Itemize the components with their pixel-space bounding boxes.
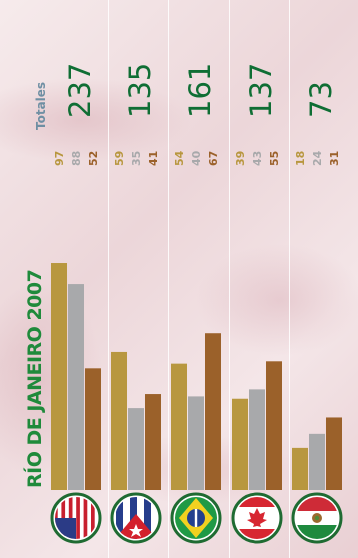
total-label: 137 <box>244 63 278 118</box>
total-label: 135 <box>123 63 157 118</box>
bar-silver <box>249 389 265 490</box>
flag-band <box>194 509 198 527</box>
bar-gold <box>171 363 187 490</box>
lane-divider <box>289 0 290 558</box>
flag-face <box>296 497 338 539</box>
medal-count-label: 35 <box>130 151 143 166</box>
cuba-flag <box>110 492 162 544</box>
flag-stripe <box>116 497 123 539</box>
medal-count-label: 67 <box>207 151 220 166</box>
bar-silver <box>188 396 204 490</box>
medal-count-label: 52 <box>87 151 100 166</box>
medal-count-label: 59 <box>113 151 126 166</box>
medal-count-label: 88 <box>70 151 83 166</box>
lane-divider <box>168 0 169 558</box>
bar-gold <box>292 447 308 490</box>
flag-face <box>175 497 217 539</box>
flag-stripe <box>144 497 151 539</box>
bar-bronze <box>266 361 282 490</box>
us-flag <box>50 492 102 544</box>
bar-gold <box>51 263 67 490</box>
medal-count-label: 31 <box>328 151 341 166</box>
brazil-flag <box>170 492 222 544</box>
flag-star <box>129 524 143 537</box>
medal-count-label: 43 <box>251 151 264 166</box>
medal-count-label: 97 <box>53 151 66 166</box>
medal-count-label: 18 <box>294 151 307 166</box>
total-label: 237 <box>63 63 97 118</box>
medal-count-label: 41 <box>147 151 160 166</box>
flag-face <box>236 497 278 539</box>
flag-stripe <box>83 497 88 539</box>
bar-bronze <box>145 394 161 490</box>
bar-bronze <box>326 417 342 490</box>
flag-emblem-detail <box>314 515 320 521</box>
medal-count-label: 39 <box>234 151 247 166</box>
flag-stripe <box>76 497 80 539</box>
total-label: 161 <box>183 63 217 118</box>
flag-bar <box>236 529 278 539</box>
lane-divider <box>108 0 109 558</box>
flag-band <box>296 497 338 511</box>
flag-stripe <box>91 497 95 539</box>
bar-silver <box>68 284 84 490</box>
bar-silver <box>128 408 144 490</box>
flag-leaf <box>247 508 267 527</box>
medal-count-label: 40 <box>190 150 203 166</box>
bar-gold <box>111 351 127 490</box>
lane-divider <box>229 0 230 558</box>
medal-count-label: 24 <box>311 150 324 166</box>
flag-band <box>296 525 338 539</box>
bar-gold <box>232 398 248 490</box>
mexico-flag <box>291 492 343 544</box>
medal-count-label: 54 <box>173 150 186 166</box>
canada-flag <box>231 492 283 544</box>
flag-face <box>115 497 157 539</box>
total-label: 73 <box>304 81 338 118</box>
bar-bronze <box>205 333 221 490</box>
bar-silver <box>309 433 325 490</box>
flag-bar <box>236 497 278 507</box>
bar-bronze <box>85 368 101 490</box>
medal-count-label: 55 <box>268 151 281 166</box>
